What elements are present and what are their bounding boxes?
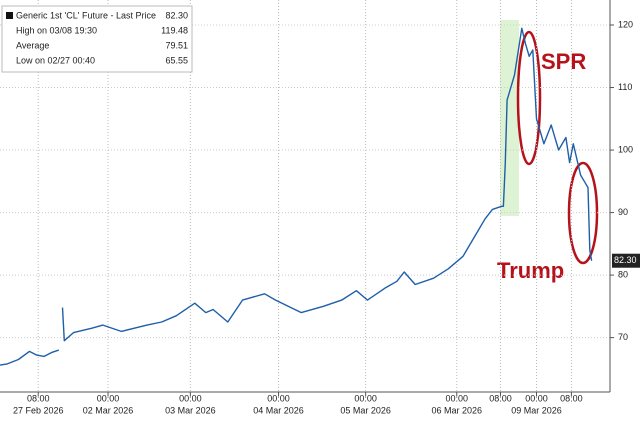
y-tick-label: 90	[618, 207, 628, 217]
y-tick-label: 110	[618, 82, 632, 92]
x-tick-label: 00:00	[267, 393, 290, 403]
highlight-band	[500, 20, 519, 216]
y-tick-label: 70	[618, 332, 628, 342]
x-tick-label: 00:00	[354, 393, 377, 403]
legend-swatch	[6, 12, 13, 19]
x-tick-date: 27 Feb 2026	[13, 405, 64, 415]
spr-ellipse	[516, 30, 542, 166]
x-tick-date: 04 Mar 2026	[253, 405, 304, 415]
x-tick-label: 00:00	[445, 393, 468, 403]
legend-value: 82.30	[165, 10, 188, 20]
legend: Generic 1st 'CL' Future - Last Price 82.…	[1, 5, 193, 73]
x-tick-label: 08:00	[560, 393, 583, 403]
legend-value: 119.48	[161, 25, 188, 35]
x-tick-label: 00:00	[525, 393, 548, 403]
x-tick-date: 05 Mar 2026	[340, 405, 391, 415]
x-tick-label: 08:00	[27, 393, 50, 403]
legend-label: Average	[16, 40, 49, 50]
x-tick-date: 03 Mar 2026	[165, 405, 216, 415]
legend-box	[1, 5, 193, 73]
y-tick-label: 120	[618, 19, 633, 29]
legend-value: 65.55	[165, 55, 188, 65]
legend-label: Generic 1st 'CL' Future - Last Price	[16, 10, 156, 20]
x-tick-date: 02 Mar 2026	[83, 405, 134, 415]
price-line	[0, 27, 593, 366]
y-tick-label: 100	[618, 144, 633, 154]
last-price-label: 82.30	[614, 255, 637, 265]
x-tick-label: 00:00	[97, 393, 120, 403]
legend-label: Low on 02/27 00:40	[16, 55, 95, 65]
legend-value: 79.51	[165, 40, 188, 50]
annotation: SPR	[541, 49, 586, 74]
last-price-tag	[612, 253, 640, 268]
annotation: Trump	[497, 258, 564, 283]
x-tick-date: 09 Mar 2026	[511, 405, 562, 415]
y-tick-label: 80	[618, 269, 628, 279]
legend-label: High on 03/08 19:30	[16, 25, 97, 35]
x-tick-label: 00:00	[179, 393, 202, 403]
x-tick-date: 06 Mar 2026	[431, 405, 482, 415]
x-tick-label: 08:00	[489, 393, 512, 403]
